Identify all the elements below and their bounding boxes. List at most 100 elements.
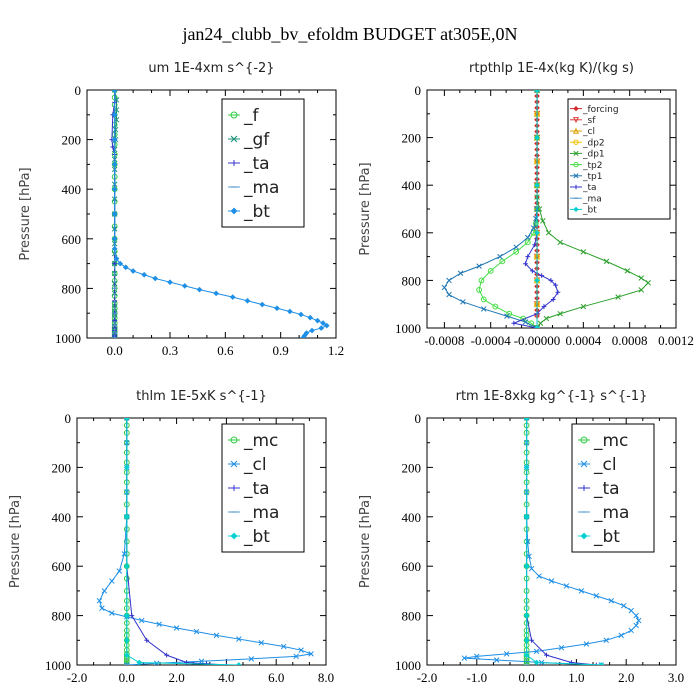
data-point [541, 304, 547, 309]
data-point [173, 625, 180, 631]
legend-item: _ma [578, 503, 629, 523]
legend-item: _sf [570, 116, 596, 126]
series-tp1 [441, 90, 540, 328]
legend-item: _ta [228, 479, 270, 499]
y-tick-label: 600 [402, 226, 422, 241]
data-point [525, 254, 531, 259]
data-point [298, 311, 304, 318]
series-bt [534, 90, 540, 328]
data-point [557, 310, 563, 317]
y-tick-label: 1000 [45, 658, 71, 673]
data-point [124, 662, 130, 665]
data-point [523, 513, 530, 520]
y-tick-label: 0 [65, 411, 72, 426]
data-point [506, 310, 513, 317]
y-axis-label: Pressure [hPa] [358, 495, 373, 588]
data-point [109, 610, 115, 616]
legend-item: _ta [570, 183, 597, 193]
legend-label: _ma [582, 194, 602, 204]
data-point [474, 653, 480, 660]
legend-item: _cl [570, 127, 595, 137]
x-tick-label: 8.0 [318, 670, 334, 685]
data-point [638, 287, 645, 293]
data-point [123, 652, 130, 658]
data-point [544, 652, 549, 658]
data-point [136, 659, 143, 665]
legend-item: _tp2 [570, 161, 602, 171]
legend-marker [230, 460, 238, 468]
data-point [123, 563, 130, 570]
data-point [528, 565, 535, 572]
legend-label: _cl [593, 455, 617, 475]
data-point [523, 418, 530, 421]
y-tick-label: 0 [75, 83, 82, 98]
panel-title: rtpthlp 1E-4x(kg K)/(kg s) [469, 61, 634, 76]
data-point [99, 605, 105, 611]
data-point [524, 538, 531, 545]
data-point [513, 244, 519, 250]
data-point [558, 644, 565, 651]
legend-item: _cl [578, 455, 617, 475]
data-point [523, 612, 530, 619]
legend-label: _cl [243, 455, 267, 475]
data-point [523, 464, 530, 471]
data-point [123, 637, 130, 644]
series-ta [511, 90, 561, 328]
legend-item: _tp1 [570, 172, 602, 182]
legend-item: _ta [228, 154, 270, 174]
legend-label: _f [243, 106, 260, 126]
data-point [555, 289, 561, 295]
legend-item: _ta [578, 479, 620, 499]
data-point [534, 229, 540, 236]
data-point [548, 278, 554, 283]
x-tick-label: -1.0 [467, 670, 488, 685]
data-point [533, 648, 540, 655]
data-point [478, 277, 485, 284]
data-point [144, 637, 150, 643]
legend-item: _forcing [570, 105, 619, 115]
data-point [441, 284, 448, 291]
y-axis-label: Pressure [hPa] [358, 162, 373, 255]
data-point [534, 325, 540, 328]
legend-item: _mc [228, 431, 278, 451]
data-point [236, 636, 242, 642]
data-point [534, 134, 540, 141]
legend-label: _cl [582, 127, 595, 137]
data-point [314, 317, 321, 324]
data-point [534, 325, 540, 328]
y-tick-label: 1000 [395, 658, 421, 673]
data-point [274, 305, 280, 312]
legend-box [567, 98, 671, 220]
legend-marker [572, 127, 580, 134]
data-point [593, 593, 600, 599]
y-tick-label: 200 [402, 131, 422, 146]
data-point [111, 90, 118, 93]
data-point [111, 111, 118, 118]
legend-label: _tp1 [582, 172, 602, 182]
chart-panel-4: rtm 1E-8xkg kg^{-1} s^{-1} Pressure [hPa]… [358, 389, 684, 685]
panel-title: um 1E-4xm s^{-2} [148, 61, 274, 76]
legend-label: _mc [243, 431, 278, 451]
legend-item: _dp1 [570, 150, 605, 160]
data-point [492, 303, 499, 310]
data-point [618, 632, 624, 639]
data-point [645, 280, 651, 286]
x-tick-label: 0.9 [273, 343, 289, 358]
data-point [497, 253, 503, 260]
data-point [563, 583, 570, 589]
data-point [553, 282, 558, 288]
legend-item: _ma [228, 503, 279, 523]
legend-label: _ta [243, 154, 270, 174]
data-point [111, 235, 118, 242]
y-tick-label: 800 [52, 609, 72, 624]
legend-label: _gf [243, 130, 270, 150]
data-point [523, 418, 530, 421]
x-tick-label: 4.0 [218, 670, 234, 685]
series-tp2 [476, 90, 540, 328]
data-point [529, 637, 534, 643]
legend-label: _tp2 [582, 161, 602, 171]
x-tick-label: 0.0 [518, 670, 534, 685]
data-point [480, 296, 487, 303]
data-point [476, 287, 483, 293]
